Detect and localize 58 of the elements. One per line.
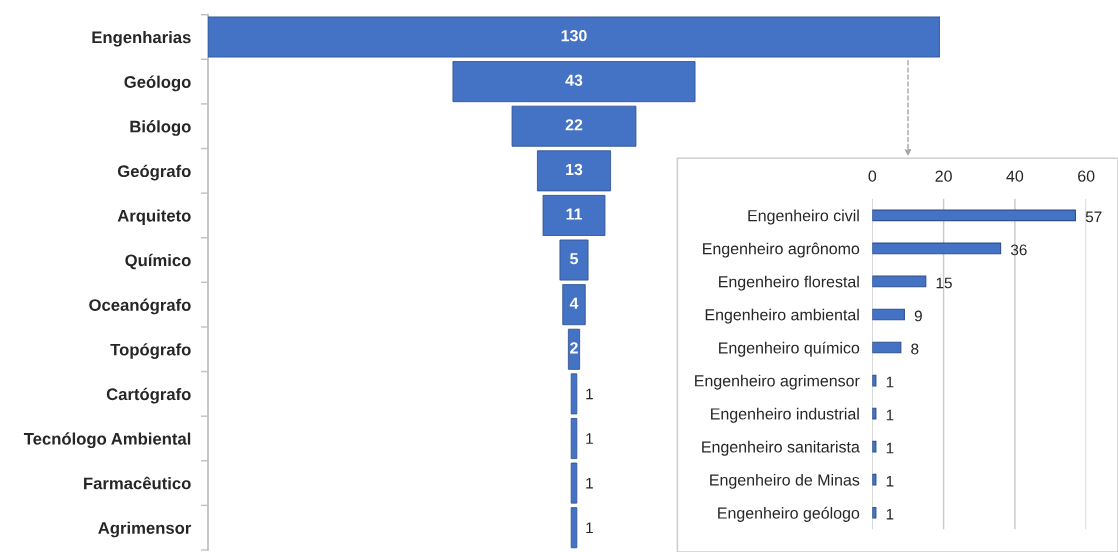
data-label: 1 (586, 522, 593, 534)
data-label: 1 (886, 376, 894, 388)
category-label: Farmacêutico (84, 476, 191, 490)
bar (872, 275, 927, 288)
category-label: Agrimensor (98, 521, 192, 538)
bar (872, 407, 877, 420)
bar (872, 308, 905, 321)
category-label: Biólogo (130, 120, 191, 136)
data-label: 36 (1010, 244, 1027, 256)
data-label: 1 (586, 477, 593, 489)
bar (872, 473, 877, 486)
data-label: 8 (911, 343, 919, 355)
bar (872, 440, 877, 453)
y-tick-label: Engenheiro agrônomo (703, 242, 860, 258)
data-label: 22 (565, 119, 583, 131)
data-label: 1 (886, 508, 894, 520)
data-label: 130 (561, 29, 587, 42)
bar (872, 506, 877, 519)
category-label: Oceanógrafo (89, 298, 191, 315)
y-tick-label: Engenheiro ambiental (705, 308, 859, 324)
category-label: Cartógrafo (106, 387, 191, 404)
bar (872, 242, 1002, 255)
category-label: Engenharias (92, 30, 191, 47)
x-tick-label: 20 (935, 170, 952, 182)
category-label: Topógrafo (110, 343, 191, 359)
data-label: 5 (570, 253, 578, 265)
y-tick-label: Engenheiro de Minas (710, 473, 860, 489)
data-label: 11 (566, 208, 582, 220)
y-tick-label: Engenheiro geólogo (718, 506, 860, 522)
data-label: 2 (570, 342, 578, 354)
data-label: 1 (886, 409, 894, 421)
data-label: 1 (586, 433, 593, 444)
data-label: 15 (936, 277, 952, 289)
data-label: 4 (569, 297, 579, 309)
data-label: 9 (914, 310, 922, 322)
data-label: 57 (1085, 211, 1102, 223)
bar (872, 374, 877, 387)
bar (872, 341, 902, 354)
bar (872, 209, 1077, 222)
category-label: Arquiteto (117, 209, 191, 225)
category-label: Geógrafo (117, 164, 191, 181)
data-label: 13 (566, 163, 583, 176)
data-label: 1 (886, 475, 894, 487)
data-label: 1 (886, 442, 894, 454)
category-label: Químico (125, 253, 191, 270)
x-tick-label: 60 (1078, 170, 1095, 182)
x-tick-label: 40 (1006, 170, 1024, 182)
y-tick-label: Engenheiro florestal (719, 275, 859, 291)
y-tick-label: Engenheiro sanitarista (702, 440, 860, 456)
y-tick-label: Engenheiro civil (748, 209, 859, 225)
category-label: Tecnólogo Ambiental (23, 432, 191, 449)
category-label: Geólogo (124, 75, 191, 92)
y-tick-label: Engenheiro industrial (711, 407, 859, 423)
y-tick-label: Engenheiro agrimensor (695, 374, 860, 390)
data-label: 1 (586, 388, 593, 400)
data-label: 43 (565, 74, 583, 86)
x-tick-label: 0 (868, 170, 877, 182)
y-tick-label: Engenheiro químico (719, 341, 860, 357)
